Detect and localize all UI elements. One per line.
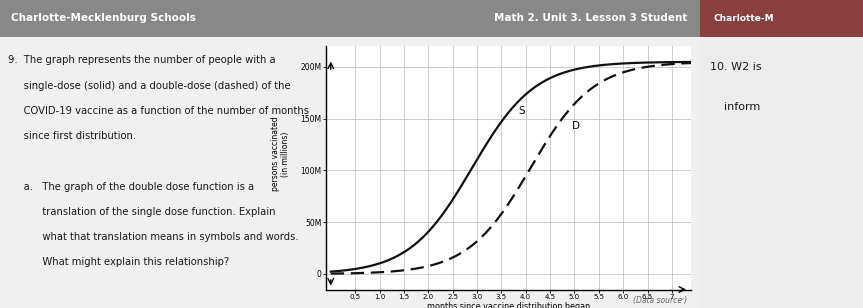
Text: COVID-19 vaccine as a function of the number of months: COVID-19 vaccine as a function of the nu… bbox=[8, 106, 309, 116]
FancyBboxPatch shape bbox=[700, 0, 863, 37]
Text: translation of the single dose function. Explain: translation of the single dose function.… bbox=[8, 207, 275, 217]
FancyBboxPatch shape bbox=[700, 40, 863, 308]
Text: a.   The graph of the double dose function is a: a. The graph of the double dose function… bbox=[8, 182, 255, 192]
Text: single-dose (solid) and a double-dose (dashed) of the: single-dose (solid) and a double-dose (d… bbox=[8, 81, 291, 91]
Text: what that translation means in symbols and words.: what that translation means in symbols a… bbox=[8, 232, 299, 242]
Text: since first distribution.: since first distribution. bbox=[8, 131, 136, 141]
Text: inform: inform bbox=[724, 102, 760, 111]
FancyBboxPatch shape bbox=[270, 0, 700, 37]
Text: Charlotte-M: Charlotte-M bbox=[713, 14, 773, 23]
Text: persons vaccinated
(in millions): persons vaccinated (in millions) bbox=[271, 117, 291, 191]
Text: Charlotte-Mecklenburg Schools: Charlotte-Mecklenburg Schools bbox=[11, 14, 196, 23]
Text: (Data sourceʳ): (Data sourceʳ) bbox=[633, 296, 687, 305]
Text: 10. W2 is: 10. W2 is bbox=[709, 62, 761, 71]
FancyBboxPatch shape bbox=[0, 0, 270, 37]
Text: 9.  The graph represents the number of people with a: 9. The graph represents the number of pe… bbox=[8, 55, 275, 65]
Text: What might explain this relationship?: What might explain this relationship? bbox=[8, 257, 230, 267]
Text: Math 2. Unit 3. Lesson 3 Student: Math 2. Unit 3. Lesson 3 Student bbox=[494, 14, 687, 23]
